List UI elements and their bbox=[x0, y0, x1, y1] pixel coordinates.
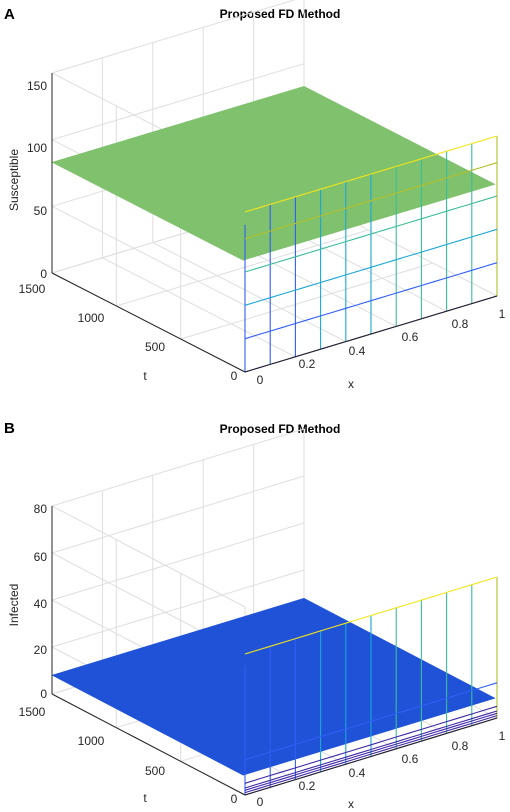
panel-a-t-ticks: 0 500 1000 1500 bbox=[19, 282, 238, 383]
panel-b-t-axis-line bbox=[51, 693, 246, 796]
panel-b-x-tick-2: 0.4 bbox=[349, 766, 366, 780]
panel-b-t-tick-1: 500 bbox=[145, 764, 165, 778]
panel-b-x-label: x bbox=[348, 797, 354, 811]
panel-a-t-tick-2: 1000 bbox=[78, 311, 105, 325]
panel-a-z-tick-1: 50 bbox=[34, 204, 48, 218]
panel-a-t-label: t bbox=[143, 369, 147, 383]
panel-b-z-label: Infected bbox=[7, 584, 21, 627]
panel-b-x-tick-3: 0.6 bbox=[402, 752, 419, 766]
panel-a-x-tick-3: 0.6 bbox=[402, 330, 419, 344]
panel-a-grid-left-z-1 bbox=[51, 205, 246, 306]
panel-b-surface bbox=[51, 576, 498, 796]
panel-b-wall-level-1 bbox=[244, 715, 498, 794]
panel-a-wall-level-3 bbox=[244, 195, 498, 273]
panel-a-grid-floor-x-1 bbox=[102, 257, 296, 358]
panel-a-z-label: Susceptible bbox=[7, 149, 21, 211]
panel-a-surface bbox=[51, 86, 498, 373]
panel-b-t-tick-0: 0 bbox=[231, 792, 238, 806]
panel-b-grid-back-z-3 bbox=[51, 475, 305, 554]
panel-a-t-tick-0: 0 bbox=[231, 369, 238, 383]
panel-a-grid-floor-t-1 bbox=[180, 262, 433, 340]
panel-b-t-label: t bbox=[143, 791, 147, 805]
panel-b-wall-level-5 bbox=[244, 682, 498, 761]
panel-b-x-axis-line bbox=[244, 717, 498, 796]
panel-b-x-ticks: 0 0.2 0.4 0.6 0.8 1 bbox=[257, 729, 506, 809]
panel-b-label: B bbox=[4, 420, 15, 437]
panel-b-plateau bbox=[51, 597, 496, 776]
panel-a-z-ticks: 0 50 100 150 bbox=[27, 79, 47, 281]
panel-a-t-tick-3: 1500 bbox=[19, 282, 46, 296]
panel-b-z-tick-3: 60 bbox=[34, 550, 48, 564]
panel-a-wall-level-1 bbox=[244, 262, 498, 340]
panel-b-wall-level-3 bbox=[244, 710, 498, 789]
panel-b-z-tick-2: 40 bbox=[34, 597, 48, 611]
panel-a-x-tick-0: 0 bbox=[257, 373, 264, 387]
panel-b-title: Proposed FD Method bbox=[220, 422, 341, 436]
panel-a-x-ticks: 0 0.2 0.4 0.6 0.8 1 bbox=[257, 307, 506, 387]
panel-b-x-tick-1: 0.2 bbox=[299, 779, 316, 793]
panel-b-z-tick-4: 80 bbox=[34, 502, 48, 516]
panel-a-wall-level-2 bbox=[244, 228, 498, 306]
panel-b: B Proposed FD Method 0 20 40 60 80 0 500… bbox=[4, 420, 506, 811]
panel-a-grid-floor-x-2 bbox=[152, 242, 347, 343]
panel-a-plateau bbox=[51, 86, 496, 261]
panel-a-grid-back-z-2 bbox=[51, 63, 305, 141]
panel-b-grid-left-z-4 bbox=[51, 505, 246, 608]
panel-b-grid-back-z-1 bbox=[51, 569, 305, 648]
panel-a-x-axis-line bbox=[244, 295, 498, 373]
panel-b-t-tick-3: 1500 bbox=[19, 705, 46, 719]
panel-a-x-tick-4: 0.8 bbox=[452, 317, 469, 331]
panel-a-z-tick-3: 150 bbox=[27, 79, 47, 93]
panel-a-title: Proposed FD Method bbox=[220, 7, 341, 21]
panel-a-wall-level-4 bbox=[244, 162, 498, 240]
panel-a-t-tick-1: 500 bbox=[145, 340, 165, 354]
panel-b-wall-level-2 bbox=[244, 712, 498, 791]
panel-a-x-label: x bbox=[348, 377, 354, 391]
panel-a-x-tick-2: 0.4 bbox=[349, 344, 366, 358]
panel-b-grid-back-z-4 bbox=[51, 428, 305, 507]
panel-a-x-tick-5: 1 bbox=[499, 307, 506, 321]
panel-b-z-tick-1: 20 bbox=[34, 643, 48, 657]
panel-b-t-ticks: 0 500 1000 1500 bbox=[19, 705, 238, 806]
panel-b-axes bbox=[51, 506, 498, 796]
panel-b-z-tick-0: 0 bbox=[40, 687, 47, 701]
panel-a-t-axis-line bbox=[51, 272, 246, 373]
panel-b-x-tick-4: 0.8 bbox=[452, 739, 469, 753]
panel-b-grid-back-z-2 bbox=[51, 522, 305, 601]
panel-b-x-tick-0: 0 bbox=[257, 795, 264, 809]
panel-b-wall-level-6 bbox=[244, 576, 498, 655]
panel-b-z-ticks: 0 20 40 60 80 bbox=[34, 502, 48, 701]
panel-a-z-tick-2: 100 bbox=[27, 141, 47, 155]
panel-b-t-tick-2: 1000 bbox=[78, 734, 105, 748]
panel-a: A Proposed FD Method 0 50 100 150 0 500 … bbox=[4, 0, 506, 391]
panel-b-wall-level-4 bbox=[244, 705, 498, 784]
panel-a-z-tick-0: 0 bbox=[40, 267, 47, 281]
panel-a-grid-back-z-3 bbox=[51, 0, 296, 74]
panel-a-label: A bbox=[4, 6, 15, 23]
panel-a-wall-level-5 bbox=[244, 135, 498, 213]
panel-a-axes bbox=[51, 73, 498, 373]
panel-a-x-tick-1: 0.2 bbox=[299, 357, 316, 371]
panel-a-grid-floor-t-2 bbox=[116, 229, 369, 307]
panel-b-x-tick-5: 1 bbox=[499, 729, 506, 743]
